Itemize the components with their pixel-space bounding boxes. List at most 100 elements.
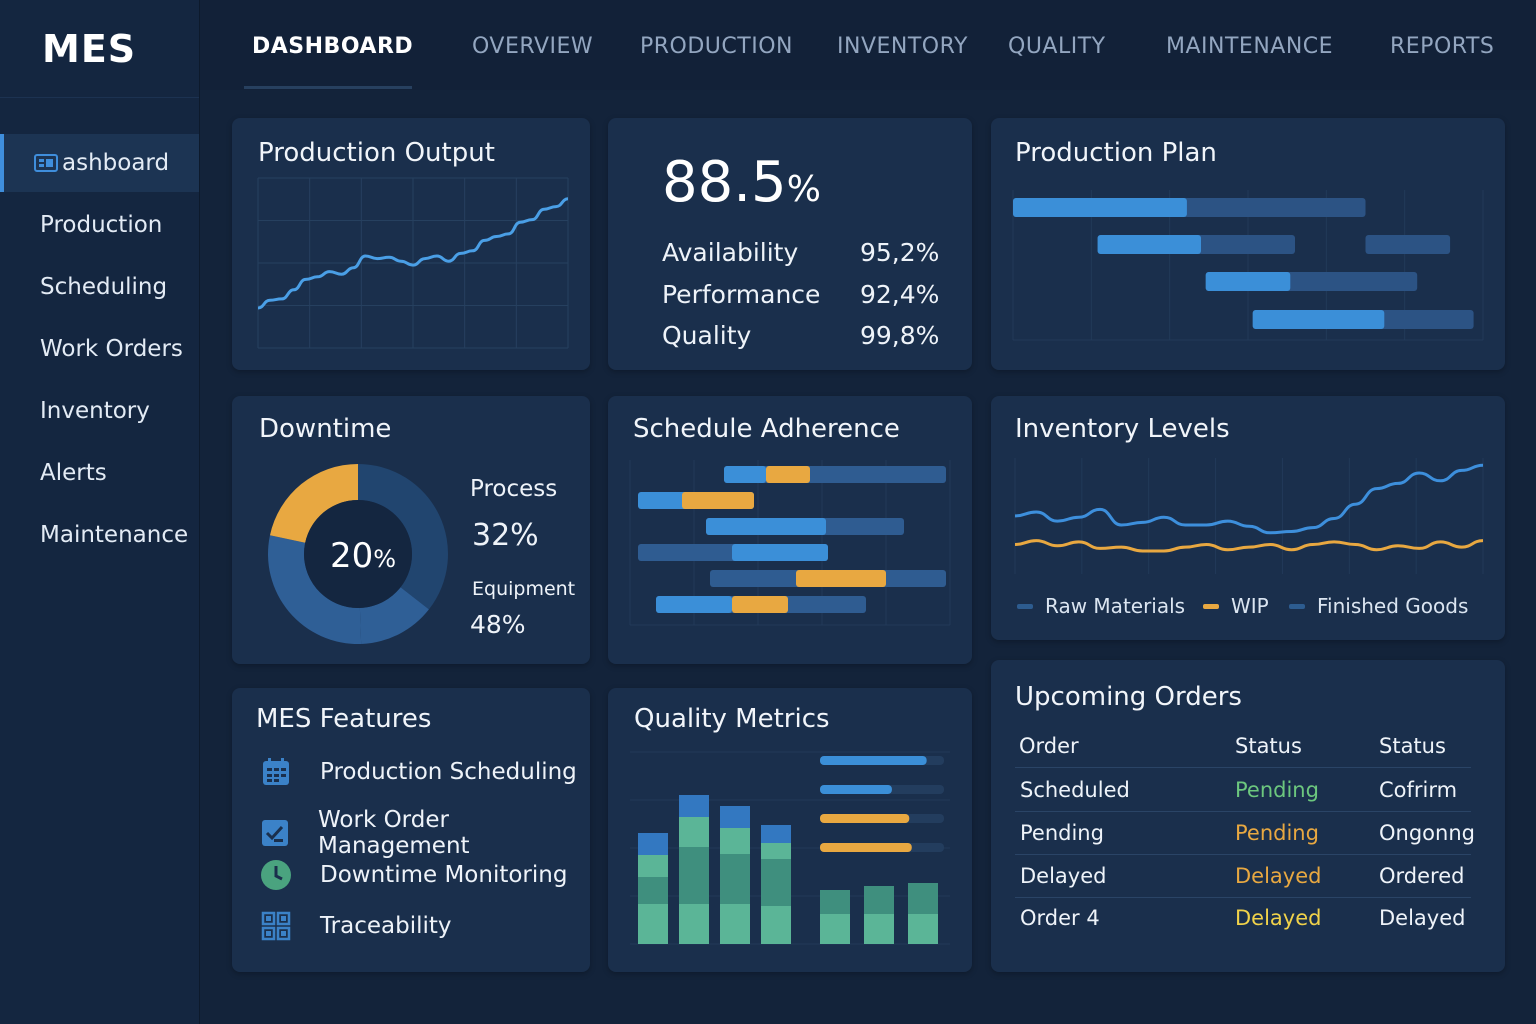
gantt-bar-done xyxy=(1013,198,1187,217)
schedule-bar-actual xyxy=(724,466,766,483)
tab-quality[interactable]: QUALITY xyxy=(1008,34,1106,59)
process-label: Process xyxy=(470,476,558,502)
tab-production[interactable]: PRODUCTION xyxy=(640,34,793,59)
status-cell: Delayed xyxy=(1235,864,1322,888)
gantt-bar-done xyxy=(1205,272,1291,291)
sidebar-item-label: Work Orders xyxy=(40,336,183,362)
quality-bar-segment xyxy=(761,859,791,906)
sidebar-item-maintenance[interactable]: Maintenance xyxy=(0,506,199,564)
quality-bar-base xyxy=(820,914,850,944)
column-header-status: Status xyxy=(1235,734,1302,758)
process-value: 32% xyxy=(472,518,539,553)
top-nav: DASHBOARD OVERVIEW PRODUCTION INVENTORY … xyxy=(200,0,1536,90)
legend-swatch xyxy=(1289,603,1305,609)
quality-bar-segment xyxy=(761,825,791,843)
legend-label: Raw Materials xyxy=(1045,594,1186,618)
card-title: Downtime xyxy=(259,414,392,444)
card-title: Quality Metrics xyxy=(634,704,830,734)
upcoming-orders-card: Upcoming Orders Order Status Status Sche… xyxy=(991,660,1505,972)
feature-traceability[interactable]: Traceability xyxy=(260,910,452,942)
quality-label: Quality xyxy=(662,321,752,350)
app-logo[interactable]: MES xyxy=(0,0,199,98)
progress-fill xyxy=(820,814,910,823)
oee-number: 88.5 xyxy=(662,150,787,215)
quality-bar-segment xyxy=(761,906,791,944)
schedule-bar-actual xyxy=(732,544,828,561)
schedule-adherence-chart xyxy=(629,460,951,626)
tab-dashboard[interactable]: DASHBOARD xyxy=(252,34,414,59)
tab-overview[interactable]: OVERVIEW xyxy=(472,34,594,59)
tab-inventory[interactable]: INVENTORY xyxy=(837,34,968,59)
card-title: Inventory Levels xyxy=(1015,414,1230,444)
quality-metrics-chart xyxy=(630,751,950,945)
inventory-line xyxy=(1014,463,1484,535)
card-title: MES Features xyxy=(256,704,432,734)
active-tab-indicator xyxy=(244,86,412,89)
quality-bar-segment xyxy=(720,854,750,904)
quality-bar-segment xyxy=(638,904,668,944)
status2-cell: Ordered xyxy=(1379,864,1465,888)
feature-label: Traceability xyxy=(320,913,452,939)
quality-bar-segment xyxy=(638,833,668,855)
feature-downtime-monitoring[interactable]: Downtime Monitoring xyxy=(260,859,567,891)
production-plan-gantt xyxy=(1012,190,1484,341)
dashboard-icon xyxy=(34,153,60,173)
status2-cell: Ongonng xyxy=(1379,821,1475,845)
feature-label: Work Order Management xyxy=(318,807,470,859)
feature-label: Downtime Monitoring xyxy=(320,862,568,888)
quality-bar-segment xyxy=(679,817,709,847)
row-divider xyxy=(1015,811,1471,812)
sidebar-item-label: Alerts xyxy=(40,460,107,486)
quality-value: 99,8% xyxy=(860,321,940,350)
quality-bar-base xyxy=(864,914,894,944)
sidebar-item-inventory[interactable]: Inventory xyxy=(0,382,199,440)
availability-label: Availability xyxy=(662,238,799,267)
order-cell: Order 4 xyxy=(1020,906,1100,930)
card-title: Upcoming Orders xyxy=(1015,682,1242,712)
sidebar-item-label: Production xyxy=(40,212,163,238)
schedule-bar-delay xyxy=(766,466,810,483)
tab-reports[interactable]: REPORTS xyxy=(1390,34,1495,59)
donut-segment xyxy=(358,464,448,610)
row-divider xyxy=(1015,897,1471,898)
order-cell: Pending xyxy=(1020,821,1104,845)
mes-features-card: MES Features Production Scheduling Work … xyxy=(232,688,590,972)
card-title: Production Output xyxy=(258,138,495,168)
equipment-label: Equipment xyxy=(472,578,576,600)
production-plan-card: Production Plan xyxy=(991,118,1505,370)
qr-code-icon xyxy=(260,910,292,942)
sidebar-item-label: Maintenance xyxy=(40,522,189,548)
production-output-line xyxy=(257,197,569,310)
quality-bar-segment xyxy=(679,847,709,904)
status-cell: Delayed xyxy=(1235,906,1322,930)
legend-label: Finished Goods xyxy=(1317,594,1469,618)
gantt-bar-done xyxy=(1097,235,1201,254)
quality-metrics-card: Quality Metrics xyxy=(608,688,972,972)
performance-label: Performance xyxy=(662,280,821,309)
sidebar-item-scheduling[interactable]: Scheduling xyxy=(0,258,199,316)
legend-swatch xyxy=(1017,603,1033,609)
card-title: Production Plan xyxy=(1015,138,1217,168)
feature-production-scheduling[interactable]: Production Scheduling xyxy=(260,756,577,788)
oee-unit: % xyxy=(786,169,821,210)
gantt-bar-done xyxy=(1252,310,1385,329)
sidebar-item-dashboard[interactable]: ashboard xyxy=(0,134,199,192)
row-divider xyxy=(1015,854,1471,855)
sidebar-item-label: Scheduling xyxy=(40,274,168,300)
sidebar-nav: ashboard Production Scheduling Work Orde… xyxy=(0,134,199,564)
donut-hole xyxy=(304,500,412,608)
equipment-value: 48% xyxy=(470,610,526,639)
progress-fill xyxy=(820,843,912,852)
status2-cell: Cofrirm xyxy=(1379,778,1458,802)
sidebar-item-work-orders[interactable]: Work Orders xyxy=(0,320,199,378)
sidebar-item-label: ashboard xyxy=(62,150,170,176)
sidebar-item-production[interactable]: Production xyxy=(0,196,199,254)
card-title: Schedule Adherence xyxy=(633,414,900,444)
tab-maintenance[interactable]: MAINTENANCE xyxy=(1166,34,1334,59)
column-header-order: Order xyxy=(1019,734,1079,758)
schedule-adherence-card: Schedule Adherence xyxy=(608,396,972,664)
donut-segment xyxy=(268,535,362,644)
feature-work-order-management[interactable]: Work Order Management xyxy=(260,807,590,859)
quality-bar-segment xyxy=(720,828,750,854)
sidebar-item-alerts[interactable]: Alerts xyxy=(0,444,199,502)
